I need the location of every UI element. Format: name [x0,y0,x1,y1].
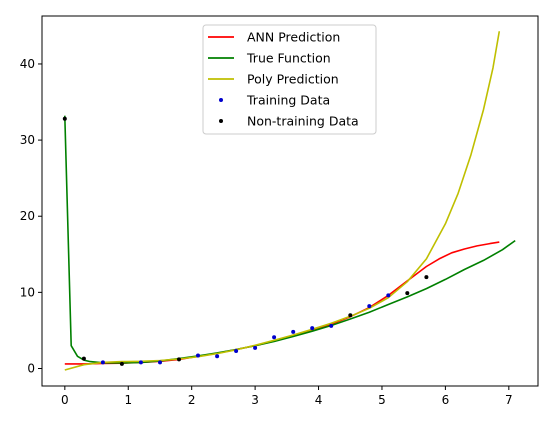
x-tick-label: 3 [251,393,259,407]
data-point-training-data [386,293,391,298]
legend-swatch [219,119,223,123]
series-line-poly-prediction [64,31,501,371]
legend-entry-non-training-data: Non-training Data [219,114,359,129]
data-point-non-training-data [424,275,429,280]
data-point-non-training-data [177,357,181,362]
legend-label: ANN Prediction [247,30,340,45]
axes-frame [41,15,539,387]
data-point-training-data [329,323,334,328]
legend-label: Training Data [246,93,330,108]
legend-swatch [219,98,223,102]
x-tick-label: 5 [378,393,386,407]
legend-box [202,24,377,135]
data-point-training-data [138,360,143,365]
x-tick-label: 0 [61,393,69,407]
legend-entry-ann-prediction: ANN Prediction [208,30,340,45]
y-tick-label: 40 [20,57,35,71]
legend-label: True Function [246,51,331,66]
data-point-training-data [196,353,200,358]
x-tick-label: 2 [188,393,196,407]
legend-label: Non-training Data [247,114,359,129]
y-tick-label: 0 [27,361,35,375]
data-point-non-training-data [119,361,124,366]
y-tick-label: 10 [20,285,35,299]
data-point-training-data [253,345,258,350]
series-line-ann-prediction [64,241,500,365]
data-point-training-data [234,349,239,353]
legend-entry-true-function: True Function [208,51,331,66]
x-tick-label: 4 [315,393,323,407]
data-point-training-data [367,304,372,309]
data-point-non-training-data [348,313,353,318]
series-line-true-function [64,115,516,364]
y-axis: 0 10 20 30 40 [20,57,42,375]
data-point-training-data [158,360,162,365]
legend-entries: ANN Prediction True Function Poly Predicti… [208,30,359,129]
data-point-non-training-data [405,291,410,296]
data-point-training-data [100,360,105,365]
legend-label: Poly Prediction [247,72,339,87]
legend-entry-training-data: Training Data [219,93,330,108]
x-tick-label: 7 [505,393,513,407]
x-tick-label: 1 [124,393,132,407]
plot-area: 0 1 2 3 4 5 6 7 0 10 20 30 40 [20,15,539,407]
y-tick-label: 30 [20,133,35,147]
data-point-training-data [272,335,277,340]
data-point-non-training-data [81,356,86,361]
data-point-non-training-data [62,116,67,121]
x-tick-label: 6 [442,393,450,407]
legend-entry-poly-prediction: Poly Prediction [208,72,339,87]
data-point-training-data [310,326,315,331]
legend: ANN Prediction True Function Poly Predicti… [202,24,377,135]
series-layer [62,31,516,371]
data-point-training-data [215,354,220,359]
data-point-training-data [291,329,296,334]
y-tick-label: 20 [20,209,35,223]
x-axis: 0 1 2 3 4 5 6 7 [61,386,513,407]
